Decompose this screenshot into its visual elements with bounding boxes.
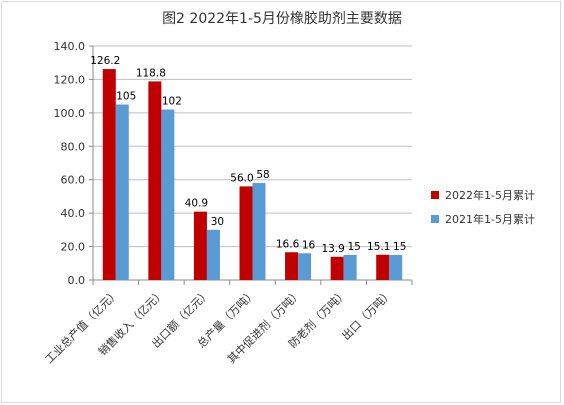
legend-swatch bbox=[431, 191, 439, 199]
data-label: 56.0 bbox=[230, 172, 253, 184]
x-category-label: 其中促进剂（万吨） bbox=[224, 286, 304, 366]
bar-2022 bbox=[193, 211, 207, 280]
bar-2021 bbox=[343, 254, 357, 280]
y-tick-label: 60.0 bbox=[61, 174, 86, 187]
data-label: 15 bbox=[347, 241, 360, 253]
bar-2021 bbox=[252, 183, 266, 280]
legend-label: 2022年1-5月累计 bbox=[445, 188, 535, 202]
data-label: 40.9 bbox=[185, 198, 208, 210]
bar-2022 bbox=[239, 186, 253, 280]
data-label: 58 bbox=[256, 169, 269, 181]
bar-2022 bbox=[285, 252, 299, 280]
data-label: 16.6 bbox=[276, 238, 300, 250]
y-tick-label: 140.0 bbox=[54, 40, 86, 53]
data-label: 102 bbox=[162, 96, 182, 108]
bar-2022 bbox=[148, 81, 162, 280]
bar-2021 bbox=[389, 254, 403, 280]
legend-swatch bbox=[431, 215, 439, 223]
data-label: 15 bbox=[393, 241, 406, 253]
data-label: 16 bbox=[302, 239, 316, 251]
legend-label: 2021年1-5月累计 bbox=[445, 212, 535, 226]
chart-title: 图2 2022年1-5月份橡胶助剂主要数据 bbox=[162, 11, 402, 27]
y-tick-label: 120.0 bbox=[54, 73, 86, 86]
bar-2022 bbox=[376, 254, 390, 280]
data-label: 15.1 bbox=[367, 241, 390, 253]
y-tick-label: 100.0 bbox=[54, 107, 86, 120]
data-label: 105 bbox=[116, 91, 136, 103]
bar-2022 bbox=[330, 256, 344, 280]
y-tick-label: 40.0 bbox=[61, 207, 86, 220]
bar-2022 bbox=[102, 69, 116, 281]
y-tick-label: 0.0 bbox=[68, 274, 86, 287]
y-tick-label: 80.0 bbox=[61, 140, 86, 153]
bar-2021 bbox=[298, 253, 312, 280]
data-label: 13.9 bbox=[321, 243, 344, 255]
bar-2021 bbox=[161, 109, 175, 280]
data-label: 118.8 bbox=[136, 67, 166, 79]
data-label: 30 bbox=[211, 216, 224, 228]
y-tick-label: 20.0 bbox=[61, 241, 86, 254]
data-label: 126.2 bbox=[90, 55, 120, 67]
x-category-label: 工业总产值（亿元） bbox=[42, 286, 122, 366]
bar-2021 bbox=[206, 229, 220, 280]
bar-2021 bbox=[115, 104, 129, 280]
